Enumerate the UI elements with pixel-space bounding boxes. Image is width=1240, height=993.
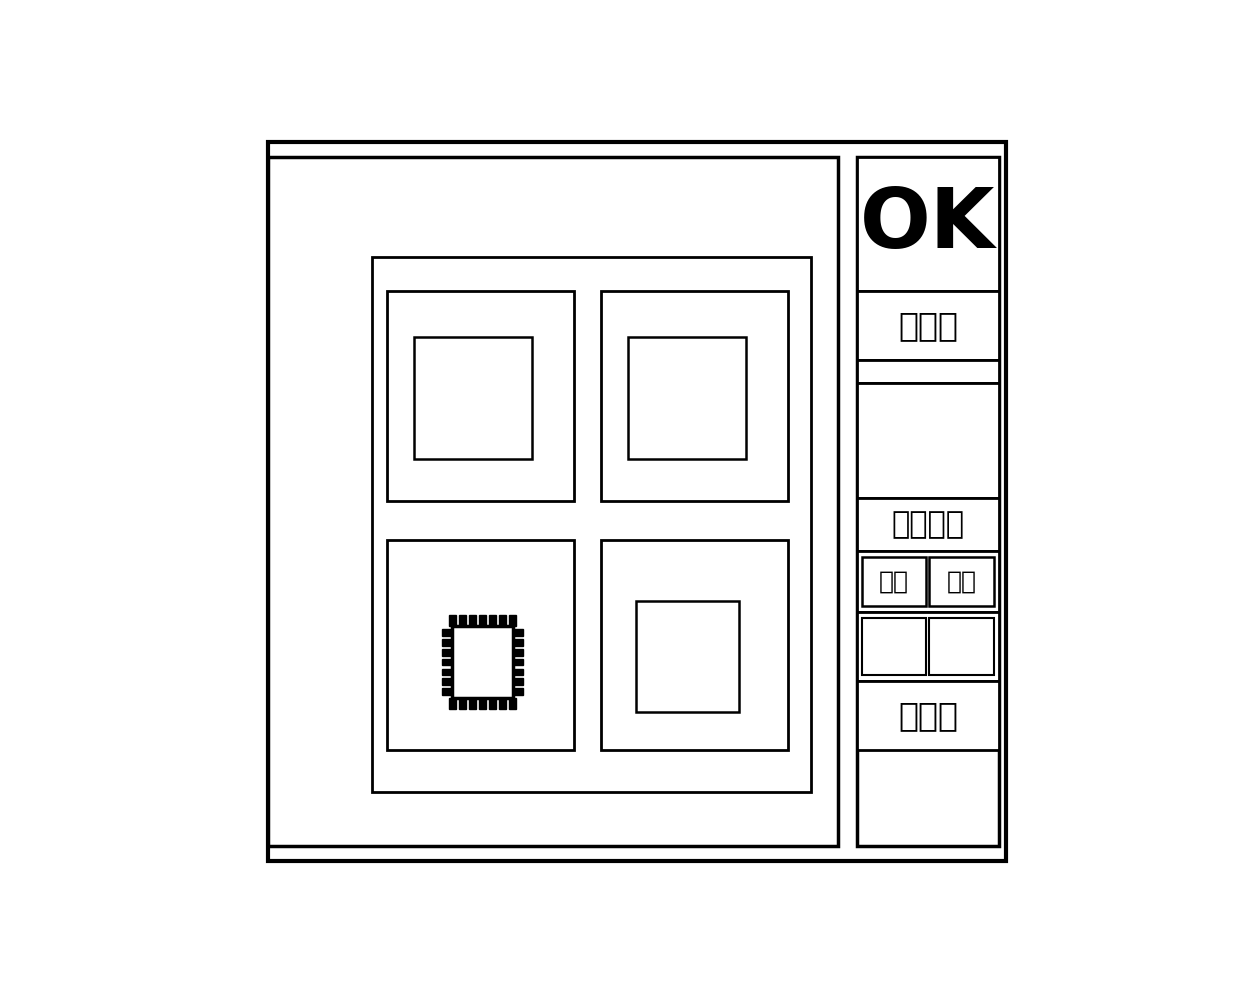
Bar <box>857 157 998 291</box>
Bar <box>513 629 523 636</box>
Bar <box>857 681 998 750</box>
Bar <box>508 698 516 709</box>
Bar <box>489 615 496 626</box>
Bar <box>508 615 516 626</box>
Bar <box>862 618 926 675</box>
Bar <box>857 551 998 613</box>
Bar <box>601 540 789 750</box>
Bar <box>513 688 523 695</box>
Bar <box>489 698 496 709</box>
Text: 启动: 启动 <box>879 569 909 594</box>
Bar <box>513 638 523 645</box>
Bar <box>453 626 513 698</box>
Bar <box>513 658 523 665</box>
Bar <box>930 618 994 675</box>
Bar <box>441 638 453 645</box>
Bar <box>857 613 998 681</box>
Bar <box>469 615 476 626</box>
Bar <box>372 257 811 792</box>
Bar <box>857 497 998 551</box>
Bar <box>627 337 746 460</box>
Bar <box>449 615 456 626</box>
Bar <box>513 668 523 675</box>
Bar <box>513 678 523 685</box>
Bar <box>862 556 926 606</box>
Bar <box>449 698 456 709</box>
Bar <box>469 698 476 709</box>
Bar <box>513 648 523 655</box>
Bar <box>441 629 453 636</box>
Bar <box>459 615 466 626</box>
Bar <box>441 678 453 685</box>
Bar <box>269 157 838 846</box>
Text: 暂停中: 暂停中 <box>898 309 959 343</box>
Text: 参考页: 参考页 <box>898 699 959 732</box>
Text: OK: OK <box>861 184 996 265</box>
Bar <box>387 540 574 750</box>
Bar <box>441 648 453 655</box>
Bar <box>441 658 453 665</box>
Bar <box>479 615 486 626</box>
Bar <box>857 360 998 383</box>
Bar <box>441 688 453 695</box>
Bar <box>441 668 453 675</box>
Text: 统计清零: 统计清零 <box>892 509 965 539</box>
Bar <box>414 337 532 460</box>
Bar <box>857 291 998 360</box>
Bar <box>601 291 789 501</box>
Bar <box>635 601 739 712</box>
Bar <box>498 698 506 709</box>
Text: 退出: 退出 <box>947 569 977 594</box>
Bar <box>930 556 994 606</box>
Bar <box>857 383 998 497</box>
Bar <box>459 698 466 709</box>
Bar <box>387 291 574 501</box>
Bar <box>479 698 486 709</box>
Bar <box>857 157 998 846</box>
Bar <box>498 615 506 626</box>
